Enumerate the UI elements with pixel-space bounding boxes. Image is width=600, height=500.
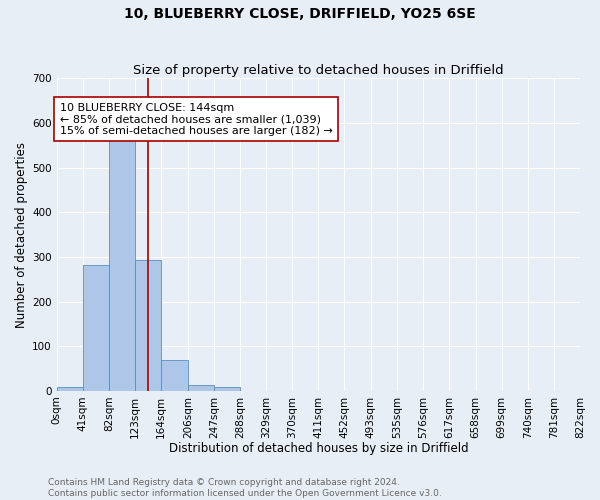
- Text: 10 BLUEBERRY CLOSE: 144sqm
← 85% of detached houses are smaller (1,039)
15% of s: 10 BLUEBERRY CLOSE: 144sqm ← 85% of deta…: [60, 102, 333, 136]
- Text: 10, BLUEBERRY CLOSE, DRIFFIELD, YO25 6SE: 10, BLUEBERRY CLOSE, DRIFFIELD, YO25 6SE: [124, 8, 476, 22]
- Bar: [83, 265, 109, 391]
- Bar: [188, 384, 214, 391]
- Bar: [56, 388, 83, 391]
- Bar: [135, 260, 161, 391]
- Bar: [109, 138, 135, 391]
- Bar: [161, 360, 188, 391]
- Y-axis label: Number of detached properties: Number of detached properties: [15, 142, 28, 328]
- Text: Contains HM Land Registry data © Crown copyright and database right 2024.
Contai: Contains HM Land Registry data © Crown c…: [48, 478, 442, 498]
- X-axis label: Distribution of detached houses by size in Driffield: Distribution of detached houses by size …: [169, 442, 468, 455]
- Bar: [214, 387, 240, 391]
- Title: Size of property relative to detached houses in Driffield: Size of property relative to detached ho…: [133, 64, 503, 77]
